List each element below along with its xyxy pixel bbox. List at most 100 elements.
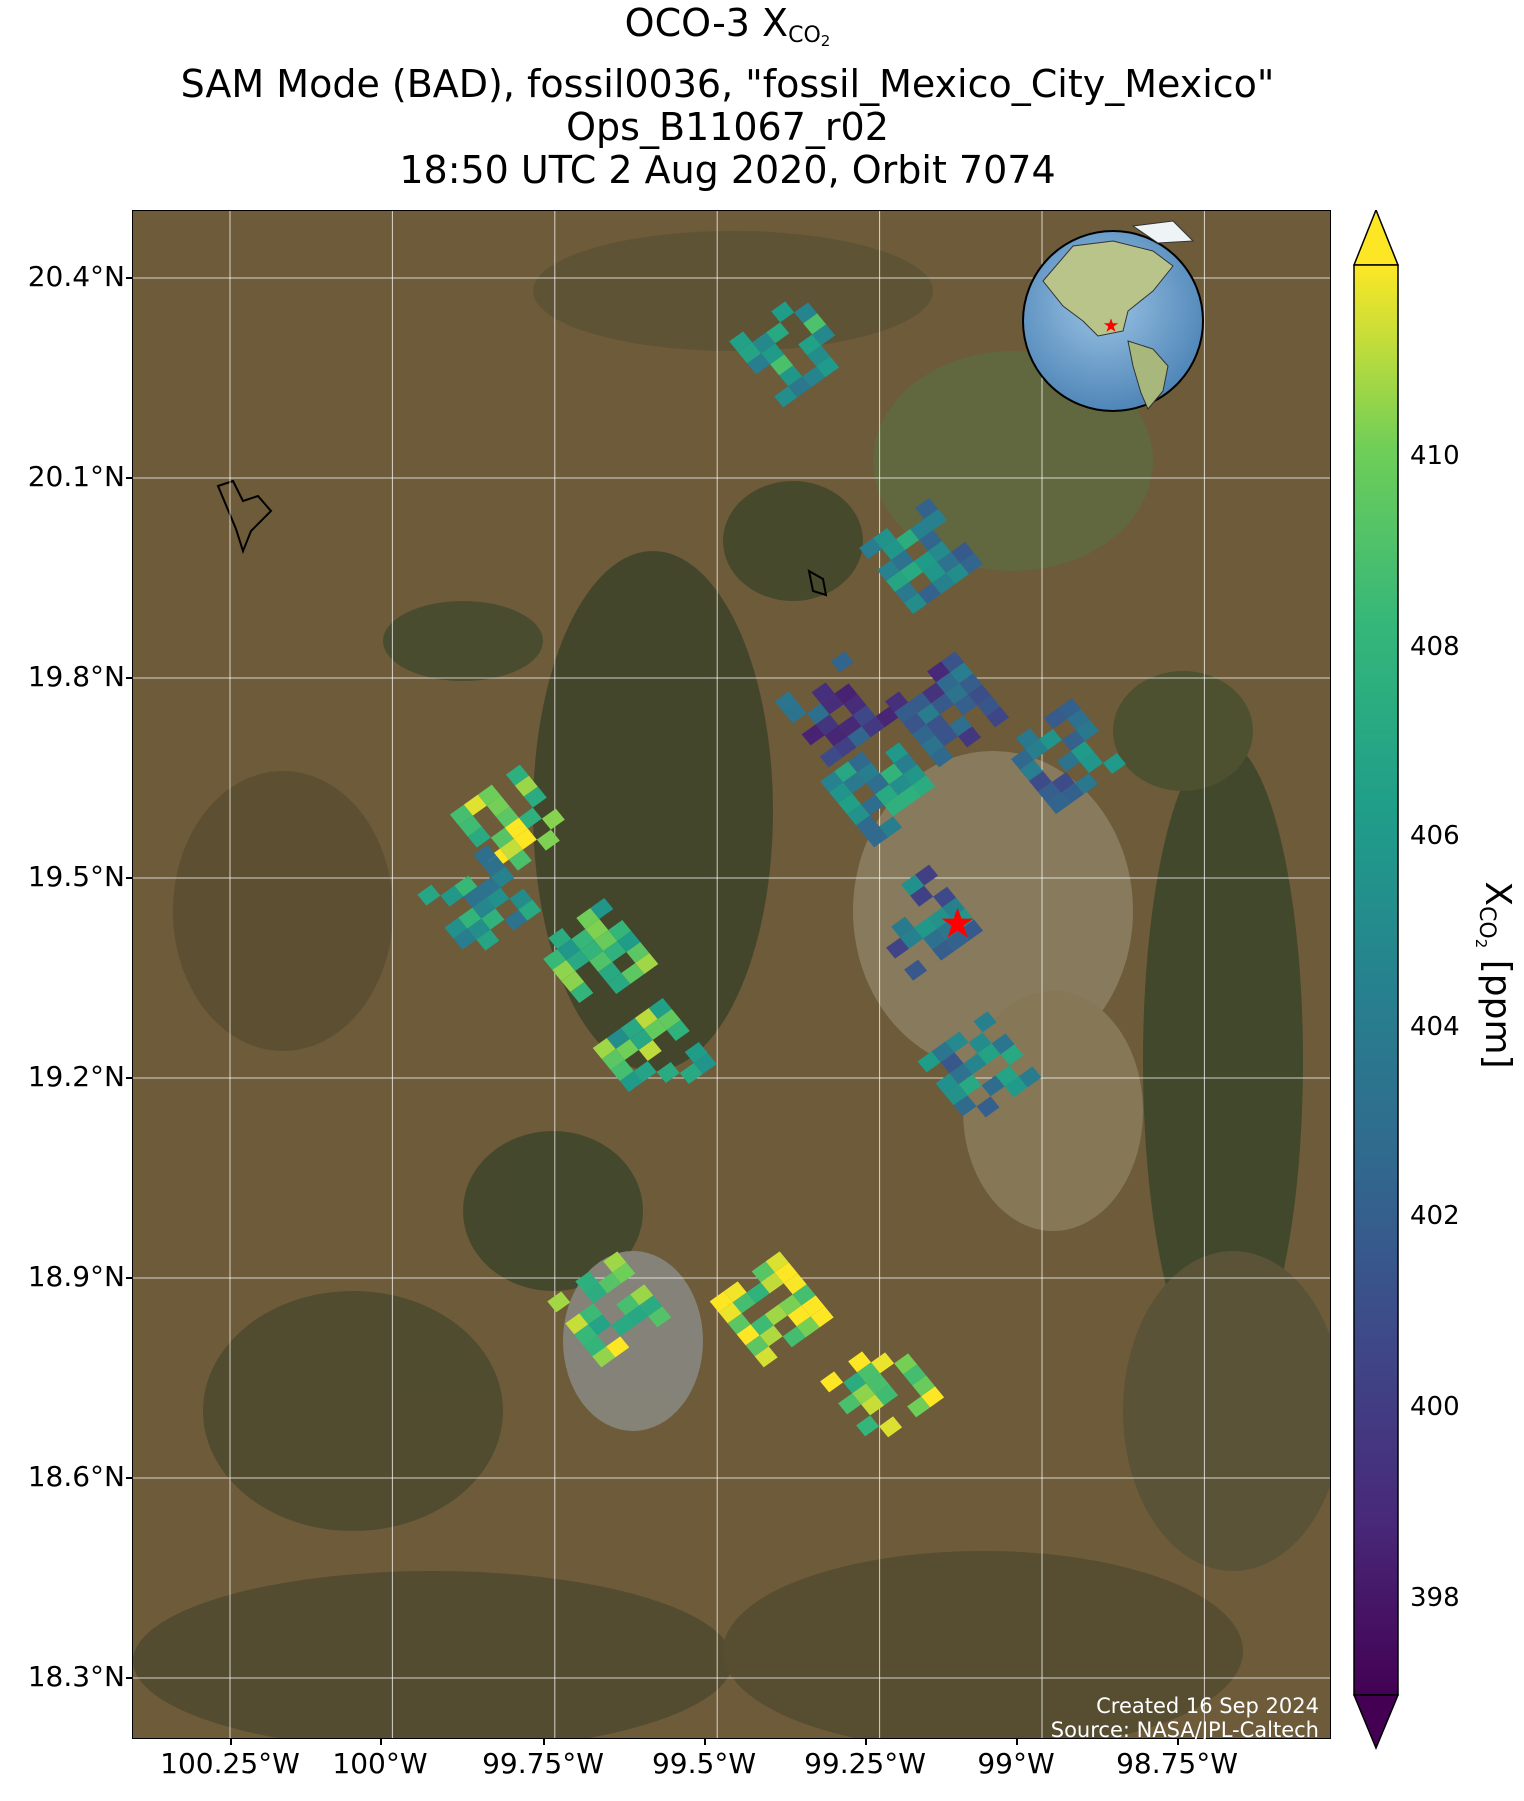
sounding-footprint	[444, 917, 468, 939]
sounding-footprint	[787, 1305, 811, 1327]
sounding-footprint	[937, 552, 961, 573]
sounding-footprint	[499, 838, 523, 860]
sounding-footprint	[656, 1062, 680, 1083]
lat-tick-label: 19.8°N	[27, 660, 125, 693]
sounding-footprint	[1080, 752, 1103, 773]
sounding-footprint	[590, 898, 614, 919]
sounding-footprint	[896, 529, 920, 550]
sounding-footprint	[889, 774, 913, 796]
sounding-footprint	[912, 724, 936, 746]
sounding-footprint	[583, 1335, 607, 1357]
sounding-footprint	[848, 1351, 872, 1373]
sounding-footprint	[1061, 783, 1084, 804]
sounding-footprint	[852, 705, 876, 727]
sounding-footprint	[912, 775, 936, 797]
sounding-footprint	[783, 702, 807, 724]
sounding-footprint	[771, 301, 795, 323]
sounding-footprint	[589, 951, 613, 972]
sounding-footprint	[941, 651, 965, 673]
sounding-footprint	[923, 928, 947, 950]
sounding-footprint	[861, 1394, 885, 1416]
sounding-footprint	[481, 908, 505, 930]
sounding-footprint	[875, 1384, 899, 1406]
sounding-footprint	[570, 982, 594, 1003]
sounding-footprint	[873, 528, 897, 549]
sounding-footprint	[1062, 730, 1085, 751]
sounding-footprint	[610, 1060, 634, 1081]
sounding-footprint	[611, 1315, 635, 1337]
sounding-footprint	[603, 1251, 627, 1273]
sounding-footprint	[634, 1008, 658, 1029]
sounding-footprint	[588, 1314, 612, 1336]
sounding-footprint	[1025, 739, 1048, 760]
sounding-footprint	[914, 551, 938, 572]
lat-tick	[126, 1677, 132, 1679]
sounding-footprint	[951, 542, 975, 563]
sounding-footprint	[903, 764, 927, 786]
sounding-footprint	[946, 563, 970, 584]
sounding-footprint	[935, 1073, 959, 1095]
lat-tick-label: 19.5°N	[27, 860, 125, 893]
sounding-footprint	[914, 917, 938, 939]
sounding-footprint	[875, 706, 899, 728]
sounding-footprint	[518, 899, 542, 921]
lake-outline	[807, 569, 828, 597]
map-panel[interactable]	[132, 210, 1331, 1739]
title-line-2: SAM Mode (BAD), fossil0036, "fossil_Mexi…	[180, 62, 1275, 106]
sounding-footprint	[732, 1292, 756, 1314]
sounding-footprint	[900, 927, 924, 949]
sounding-footprint	[894, 1353, 918, 1375]
sounding-footprint	[820, 771, 844, 793]
sounding-footprint	[806, 703, 830, 725]
lon-tick	[380, 1739, 382, 1745]
sounding-footprint	[859, 538, 883, 559]
sounding-footprint	[580, 940, 604, 961]
sounding-footprint	[782, 1326, 806, 1348]
sounding-footprint	[877, 560, 901, 581]
sounding-footprint	[594, 930, 618, 951]
lat-tick-label: 20.4°N	[27, 260, 125, 293]
sounding-footprint	[523, 786, 547, 808]
sounding-footprint	[803, 313, 827, 335]
colorbar-label: XCO2 [ppm]	[1472, 881, 1518, 1069]
sounding-footprint	[904, 959, 928, 981]
sounding-footprint	[935, 725, 959, 747]
sounding-footprint	[847, 804, 871, 826]
sounding-footprint	[886, 571, 910, 592]
colorbar-tick-label: 410	[1410, 441, 1460, 471]
colorbar-tick-label: 398	[1410, 1583, 1460, 1613]
sounding-footprint	[968, 684, 992, 706]
colorbar-extend-max	[1353, 210, 1399, 266]
sounding-footprint	[857, 762, 881, 784]
sounding-footprint	[639, 1295, 663, 1317]
sounding-footprint	[617, 931, 641, 952]
sounding-footprint	[509, 888, 533, 910]
sounding-footprint	[885, 691, 909, 713]
sounding-footprint	[575, 1271, 599, 1293]
sounding-footprint	[1018, 1066, 1042, 1088]
sounding-footprint	[608, 920, 632, 941]
sounding-footprint	[871, 1352, 895, 1374]
sounding-footprint	[630, 1284, 654, 1306]
sounding-footprint	[931, 693, 955, 715]
sounding-footprint	[543, 949, 567, 970]
sounding-footprint	[473, 844, 497, 866]
sounding-footprint	[788, 376, 812, 398]
sounding-footprint	[865, 826, 889, 848]
sounding-footprint	[417, 884, 441, 906]
sounding-footprint	[518, 807, 542, 829]
lon-tick-label: 99.5°W	[651, 1747, 757, 1780]
sounding-footprint	[879, 816, 903, 838]
sounding-footprint	[723, 1281, 747, 1303]
sounding-footprint	[857, 1362, 881, 1384]
sounding-footprint	[718, 1302, 742, 1324]
lat-tick	[126, 277, 132, 279]
lon-tick-label: 100.25°W	[160, 1747, 300, 1780]
sounding-footprint	[942, 897, 966, 919]
sounding-footprint	[958, 726, 982, 748]
sounding-footprint	[1011, 749, 1034, 770]
sounding-footprint	[598, 962, 622, 983]
sounding-footprint	[476, 929, 500, 951]
sounding-footprint	[679, 1063, 703, 1084]
lake-outline	[216, 479, 273, 554]
